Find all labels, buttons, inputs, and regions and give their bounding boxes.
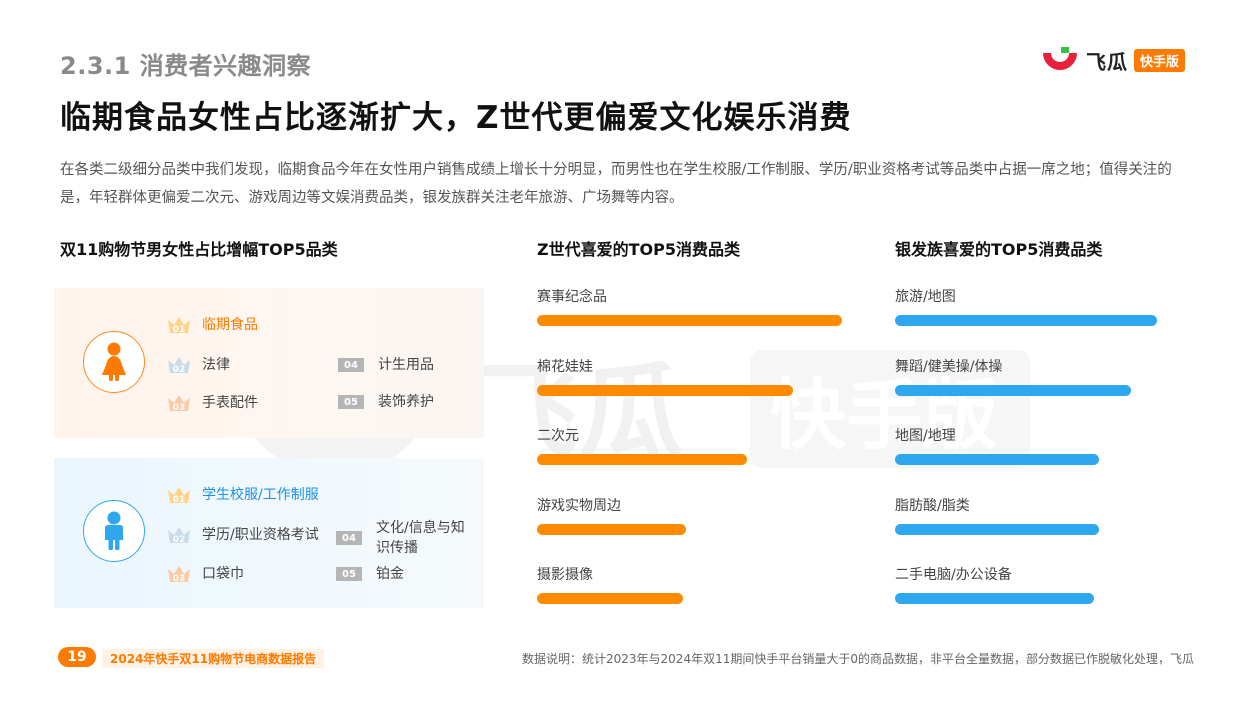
logo-name: 飞瓜 [1086, 49, 1128, 74]
male-icon [105, 511, 123, 550]
silver-bar [895, 315, 1157, 326]
rank-5-badge: 05 [336, 567, 362, 581]
male-rank-5: 05 铂金 [336, 564, 404, 584]
rank-4-badge: 04 [336, 531, 362, 545]
crown-bronze-icon: 03 [168, 395, 190, 413]
male-rank-2: 02 学历/职业资格考试 [166, 524, 319, 546]
gender-panel-title: 双11购物节男女性占比增幅TOP5品类 [60, 240, 338, 259]
svg-text:01: 01 [173, 325, 186, 335]
intro-paragraph: 在各类二级细分品类中我们发现，临期食品今年在女性用户销售成绩上增长十分明显，而男… [60, 162, 1172, 206]
svg-text:02: 02 [173, 365, 186, 375]
silver-bar-label: 旅游/地图 [895, 289, 956, 305]
silver-chart-title: 银发族喜爱的TOP5消费品类 [895, 240, 1103, 259]
genz-bar-label: 摄影摄像 [537, 567, 593, 583]
report-title: 2024年快手双11购物节电商数据报告 [102, 649, 325, 668]
genz-bar [537, 315, 842, 326]
male-rank-4-label: 文化/信息与知识传播 [376, 520, 465, 556]
silver-bar-label: 二手电脑/办公设备 [895, 567, 1012, 583]
female-rank-2: 02 法律 [166, 354, 230, 376]
male-rank-4: 04 文化/信息与知识传播 [336, 518, 474, 558]
rank-5-badge: 05 [338, 395, 364, 409]
female-rank-1-label: 临期食品 [202, 317, 258, 333]
silver-bar [895, 523, 1099, 535]
svg-text:01: 01 [173, 495, 186, 505]
male-avatar [83, 500, 145, 562]
page-title: 临期食品女性占比逐渐扩大，Z世代更偏爱文化娱乐消费 [60, 100, 852, 136]
genz-bar-label: 游戏实物周边 [537, 497, 621, 514]
crown-gold-icon: 01 [168, 487, 190, 505]
female-icon [102, 342, 126, 381]
svg-text:03: 03 [173, 574, 186, 584]
feigua-logo: 飞瓜 快手版 [1040, 44, 1186, 76]
genz-bar-label: 二次元 [537, 428, 579, 444]
genz-bar [537, 384, 793, 396]
male-rank-1-label: 学生校服/工作制服 [202, 487, 319, 503]
silver-bar-label: 舞蹈/健美操/体操 [895, 358, 1003, 375]
male-rank-1: 01 学生校服/工作制服 [166, 484, 319, 506]
genz-chart-title: Z世代喜爱的TOP5消费品类 [537, 240, 740, 259]
female-rank-4: 04 计生用品 [338, 355, 434, 375]
female-rank-1: 01 临期食品 [166, 314, 258, 336]
rank-4-badge: 04 [338, 358, 364, 372]
silver-bar-label: 地图/地理 [895, 428, 956, 444]
male-rank-3-label: 口袋巾 [202, 566, 244, 582]
genz-bar [537, 523, 686, 535]
female-rank-3: 03 手表配件 [166, 392, 258, 414]
crown-silver-icon: 02 [168, 357, 190, 375]
male-rank-3: 03 口袋巾 [166, 563, 244, 585]
silver-bar-label: 脂肪酸/脂类 [895, 497, 970, 514]
female-rank-5-label: 装饰养护 [378, 394, 434, 410]
male-top5-panel: 01 学生校服/工作制服 02 学历/职业资格考试 03 口袋巾 04 文化/信… [54, 458, 484, 608]
genz-bar-label: 棉花娃娃 [537, 358, 593, 375]
silver-bar [895, 454, 1099, 465]
genz-bar-label: 赛事纪念品 [537, 289, 607, 305]
section-number: 2.3.1 消费者兴趣洞察 [60, 52, 312, 80]
svg-text:02: 02 [173, 535, 186, 545]
silver-bar [895, 384, 1131, 396]
male-rank-2-label: 学历/职业资格考试 [202, 527, 319, 543]
feigua-logo-icon [1043, 47, 1077, 70]
male-rank-5-label: 铂金 [376, 566, 404, 582]
female-avatar [83, 331, 145, 393]
female-rank-2-label: 法律 [202, 357, 230, 373]
page-number: 19 [58, 647, 96, 667]
genz-bar [537, 593, 683, 604]
svg-text:03: 03 [173, 403, 186, 413]
female-top5-panel: 01 临期食品 02 法律 03 手表配件 04 计生用品 05 装饰养护 [54, 288, 484, 438]
crown-gold-icon: 01 [168, 317, 190, 335]
crown-silver-icon: 02 [168, 527, 190, 545]
genz-bar [537, 454, 747, 465]
female-rank-3-label: 手表配件 [202, 395, 258, 411]
female-rank-5: 05 装饰养护 [338, 392, 434, 412]
data-note: 数据说明：统计2023年与2024年双11期间快手平台销量大于0的商品数据，非平… [522, 652, 1194, 666]
logo-tag: 快手版 [1134, 48, 1186, 72]
silver-bar [895, 593, 1094, 604]
crown-bronze-icon: 03 [168, 566, 190, 584]
female-rank-4-label: 计生用品 [378, 357, 434, 373]
